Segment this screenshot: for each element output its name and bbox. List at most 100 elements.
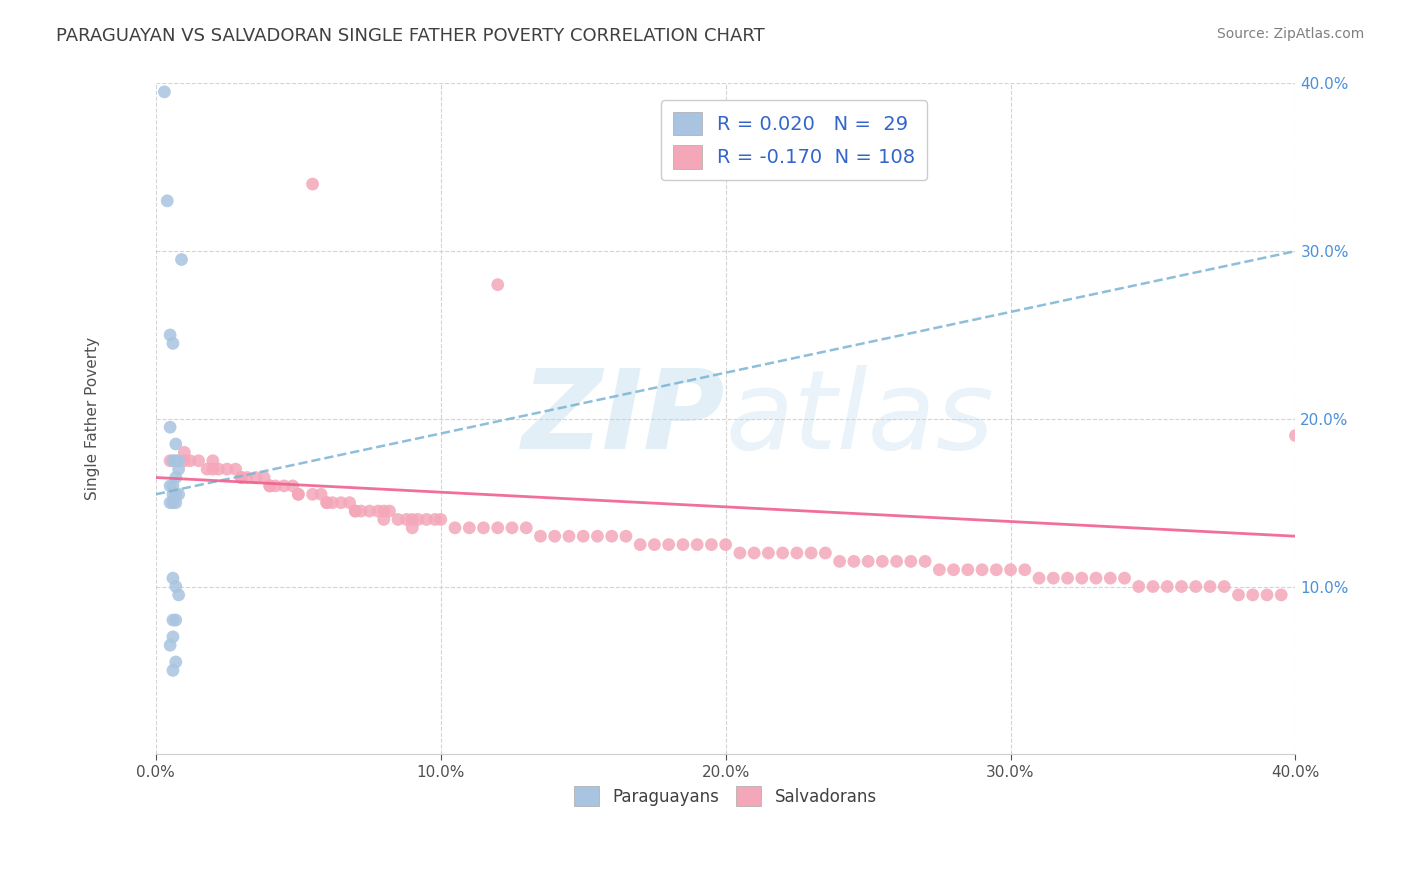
Point bbox=[1156, 580, 1178, 594]
Point bbox=[301, 177, 323, 191]
Point bbox=[1014, 563, 1036, 577]
Point bbox=[153, 85, 176, 99]
Point bbox=[231, 470, 253, 484]
Text: ZIP: ZIP bbox=[522, 366, 725, 473]
Point bbox=[165, 437, 187, 451]
Point bbox=[217, 462, 239, 476]
Point bbox=[423, 512, 446, 526]
Point bbox=[165, 470, 187, 484]
Point bbox=[387, 512, 409, 526]
Point bbox=[600, 529, 623, 543]
Point bbox=[942, 563, 965, 577]
Point bbox=[173, 445, 195, 459]
Point bbox=[1128, 580, 1150, 594]
Point bbox=[814, 546, 837, 560]
Point bbox=[501, 521, 523, 535]
Point bbox=[714, 538, 737, 552]
Point bbox=[914, 554, 936, 568]
Point bbox=[165, 454, 187, 468]
Point bbox=[515, 521, 537, 535]
Point bbox=[1256, 588, 1278, 602]
Point bbox=[700, 538, 723, 552]
Point bbox=[1028, 571, 1050, 585]
Point bbox=[728, 546, 751, 560]
Point bbox=[401, 521, 423, 535]
Point bbox=[273, 479, 295, 493]
Point bbox=[415, 512, 437, 526]
Point bbox=[658, 538, 681, 552]
Point bbox=[315, 496, 337, 510]
Point bbox=[162, 613, 184, 627]
Point bbox=[339, 496, 361, 510]
Point bbox=[159, 638, 181, 652]
Text: PARAGUAYAN VS SALVADORAN SINGLE FATHER POVERTY CORRELATION CHART: PARAGUAYAN VS SALVADORAN SINGLE FATHER P… bbox=[56, 27, 765, 45]
Point bbox=[1184, 580, 1206, 594]
Point bbox=[1085, 571, 1108, 585]
Point bbox=[429, 512, 451, 526]
Point bbox=[195, 462, 218, 476]
Point bbox=[856, 554, 879, 568]
Point bbox=[187, 454, 209, 468]
Point bbox=[167, 462, 190, 476]
Point bbox=[287, 487, 309, 501]
Point bbox=[458, 521, 481, 535]
Point bbox=[165, 655, 187, 669]
Point bbox=[167, 487, 190, 501]
Point bbox=[165, 487, 187, 501]
Point bbox=[170, 252, 193, 267]
Point bbox=[742, 546, 765, 560]
Point bbox=[1170, 580, 1192, 594]
Point bbox=[1284, 428, 1306, 442]
Point bbox=[162, 487, 184, 501]
Point bbox=[1241, 588, 1264, 602]
Point bbox=[259, 479, 281, 493]
Point bbox=[800, 546, 823, 560]
Point bbox=[643, 538, 665, 552]
Point bbox=[162, 496, 184, 510]
Point bbox=[309, 487, 332, 501]
Point bbox=[159, 479, 181, 493]
Point bbox=[301, 487, 323, 501]
Point bbox=[828, 554, 851, 568]
Point bbox=[359, 504, 381, 518]
Point bbox=[1142, 580, 1164, 594]
Point bbox=[758, 546, 780, 560]
Point bbox=[165, 496, 187, 510]
Point bbox=[672, 538, 695, 552]
Point bbox=[231, 470, 253, 484]
Point bbox=[156, 194, 179, 208]
Point bbox=[970, 563, 993, 577]
Point bbox=[928, 563, 950, 577]
Point bbox=[586, 529, 609, 543]
Point bbox=[1000, 563, 1022, 577]
Point bbox=[614, 529, 637, 543]
Point bbox=[628, 538, 651, 552]
Point bbox=[1199, 580, 1222, 594]
Point bbox=[572, 529, 595, 543]
Y-axis label: Single Father Poverty: Single Father Poverty bbox=[86, 337, 100, 500]
Point bbox=[1056, 571, 1078, 585]
Point bbox=[529, 529, 551, 543]
Point bbox=[367, 504, 389, 518]
Point bbox=[321, 496, 343, 510]
Point bbox=[406, 512, 429, 526]
Point bbox=[786, 546, 808, 560]
Point bbox=[330, 496, 353, 510]
Point bbox=[162, 336, 184, 351]
Point bbox=[1227, 588, 1250, 602]
Point bbox=[558, 529, 581, 543]
Point bbox=[201, 454, 224, 468]
Point bbox=[772, 546, 794, 560]
Point bbox=[201, 462, 224, 476]
Point bbox=[344, 504, 367, 518]
Point bbox=[173, 454, 195, 468]
Point bbox=[395, 512, 418, 526]
Legend: Paraguayans, Salvadorans: Paraguayans, Salvadorans bbox=[568, 780, 883, 813]
Point bbox=[287, 487, 309, 501]
Point bbox=[167, 454, 190, 468]
Point bbox=[344, 504, 367, 518]
Point bbox=[165, 613, 187, 627]
Point bbox=[236, 470, 259, 484]
Point bbox=[900, 554, 922, 568]
Point bbox=[373, 512, 395, 526]
